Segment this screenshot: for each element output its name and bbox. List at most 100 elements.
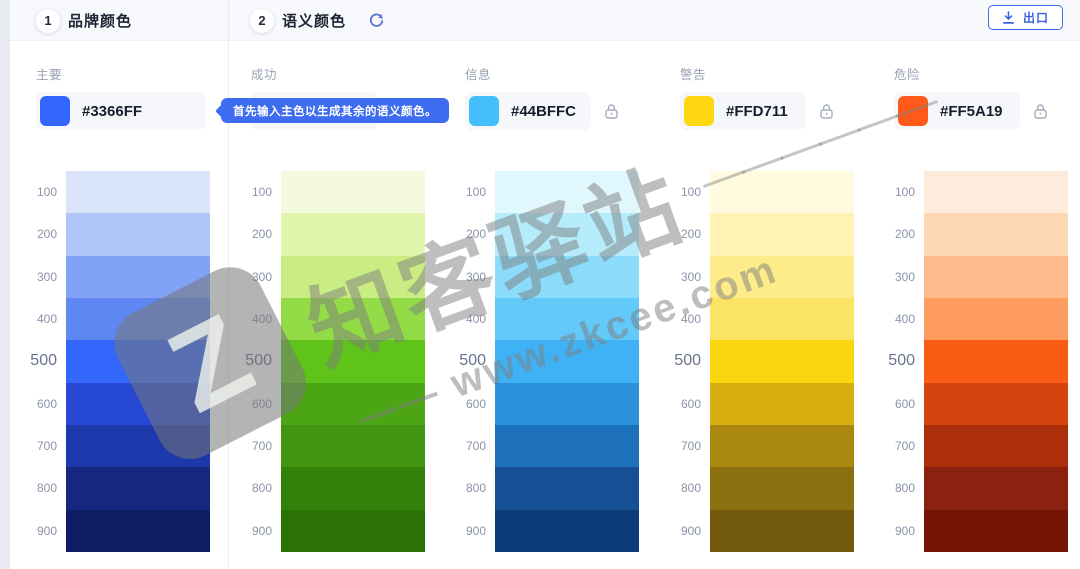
color-swatch-danger[interactable] [898,96,928,126]
hex-input-danger[interactable] [940,102,1016,120]
scale-level-label: 700 [36,439,57,454]
color-scale-warning: 100 200 300 400 500 600 700 800 900 [670,171,854,552]
scale-cell-success-900[interactable] [281,509,425,552]
scale-cell-success-500[interactable] [281,340,425,383]
scale-level-label: 800 [680,481,701,496]
scale-level-label: 900 [251,523,272,538]
scale-cell-warning-900[interactable] [710,509,854,552]
color-column-info: 信息 100 200 300 400 500 600 700 800 900 [455,58,639,558]
hex-input-warning[interactable] [726,102,802,120]
refresh-button[interactable] [366,10,387,31]
scale-level-label: 900 [465,523,486,538]
scale-cell-primary-100[interactable] [66,171,210,214]
scale-cell-info-400[interactable] [495,297,639,341]
hex-input-info[interactable] [511,102,587,120]
scale-cell-info-600[interactable] [495,382,639,425]
color-swatch-primary[interactable] [40,96,70,126]
scale-cell-info-100[interactable] [495,171,639,214]
scale-cell-warning-400[interactable] [710,297,854,341]
color-column-success: 成功 100 200 300 400 500 600 700 800 900 [241,58,425,558]
scale-cell-success-700[interactable] [281,424,425,468]
scale-cell-warning-300[interactable] [710,255,854,298]
lock-icon [605,103,618,119]
scale-cell-danger-500[interactable] [924,340,1068,383]
scale-cell-warning-500[interactable] [710,340,854,383]
color-scale-success: 100 200 300 400 500 600 700 800 900 [241,171,425,552]
scale-cell-primary-400[interactable] [66,297,210,341]
scale-cell-info-200[interactable] [495,213,639,256]
scale-cell-danger-100[interactable] [924,171,1068,214]
scale-level-label: 800 [251,481,272,496]
color-column-danger: 危险 100 200 300 400 500 600 700 800 900 [884,58,1068,558]
scale-level-label: 600 [251,396,272,411]
scale-cell-danger-700[interactable] [924,424,1068,468]
scale-cell-success-400[interactable] [281,297,425,341]
section-divider [228,0,229,569]
scale-level-label: 300 [894,269,915,284]
scale-cell-danger-400[interactable] [924,297,1068,341]
scale-level-label: 500 [459,352,486,370]
scale-cell-primary-200[interactable] [66,213,210,256]
scale-level-label: 600 [680,396,701,411]
color-column-primary: 主要 100 200 300 400 500 600 700 800 900 [26,58,210,558]
scale-cell-warning-600[interactable] [710,382,854,425]
scale-level-label: 400 [251,312,272,327]
section-title-semantic: 语义颜色 [282,13,347,30]
color-input-group-warning[interactable] [680,92,806,130]
scale-cell-primary-600[interactable] [66,382,210,425]
scale-cell-info-800[interactable] [495,467,639,510]
scale-cell-danger-200[interactable] [924,213,1068,256]
color-swatch-info[interactable] [469,96,499,126]
tooltip: 首先输入主色以生成其余的语义颜色。 [215,98,449,123]
scale-cell-info-900[interactable] [495,509,639,552]
scale-cell-success-200[interactable] [281,213,425,256]
scale-cell-danger-900[interactable] [924,509,1068,552]
scale-cell-primary-500[interactable] [66,340,210,383]
scale-cell-warning-100[interactable] [710,171,854,214]
scale-cell-success-300[interactable] [281,255,425,298]
color-swatch-warning[interactable] [684,96,714,126]
color-input-group-danger[interactable] [894,92,1020,130]
scale-cell-primary-300[interactable] [66,255,210,298]
scale-level-label: 700 [465,439,486,454]
section-title-brand: 品牌颜色 [68,13,133,30]
scale-cell-success-600[interactable] [281,382,425,425]
scale-level-label: 700 [680,439,701,454]
scale-cell-primary-900[interactable] [66,509,210,552]
column-label-danger: 危险 [894,68,921,82]
scale-level-label: 300 [680,269,701,284]
scale-level-label: 400 [465,312,486,327]
scale-cell-warning-800[interactable] [710,467,854,510]
scale-cell-success-800[interactable] [281,467,425,510]
scale-level-label: 100 [680,185,701,200]
refresh-icon [369,13,384,27]
column-label-primary: 主要 [36,68,63,82]
scale-cell-info-500[interactable] [495,340,639,383]
scale-cell-warning-700[interactable] [710,424,854,468]
scale-cell-info-300[interactable] [495,255,639,298]
lock-button[interactable] [1033,103,1048,120]
scale-cell-danger-800[interactable] [924,467,1068,510]
scale-level-label: 800 [465,481,486,496]
lock-button[interactable] [819,103,834,120]
color-input-group-info[interactable] [465,92,591,130]
column-label-info: 信息 [465,68,492,82]
hex-input-primary[interactable] [82,102,202,120]
scale-level-label: 700 [894,439,915,454]
color-scale-primary: 100 200 300 400 500 600 700 800 900 [26,171,210,552]
export-button[interactable]: 出口 [987,5,1063,30]
scale-cell-danger-300[interactable] [924,255,1068,298]
color-input-group-primary[interactable] [36,92,206,130]
lock-button[interactable] [604,103,619,120]
scale-cell-danger-600[interactable] [924,382,1068,425]
scale-cell-primary-700[interactable] [66,424,210,468]
scale-cell-success-100[interactable] [281,171,425,214]
scale-cell-info-700[interactable] [495,424,639,468]
scale-cell-primary-800[interactable] [66,467,210,510]
scale-level-label: 200 [251,227,272,242]
scale-cell-warning-200[interactable] [710,213,854,256]
header: 1 品牌颜色 2 语义颜色 出口 [10,0,1080,41]
step-2-badge: 2 [250,8,274,33]
tooltip-text: 首先输入主色以生成其余的语义颜色。 [233,105,437,118]
